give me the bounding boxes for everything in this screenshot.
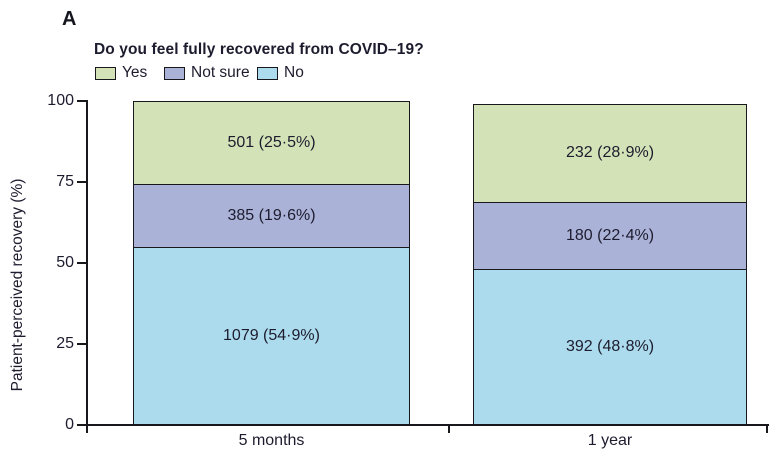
x-category-label-5-months: 5 months	[238, 432, 305, 449]
bar-segment-not-sure: 180 (22·4%)	[474, 202, 746, 271]
legend-label-not-sure: Not sure	[191, 64, 250, 81]
segment-value-label-yes: 232 (28·9%)	[565, 144, 655, 162]
legend-item-not-sure: Not sure	[164, 64, 250, 81]
x-axis-line	[86, 424, 769, 426]
y-tick-50	[77, 262, 86, 264]
legend-swatch-yes	[95, 66, 116, 80]
x-category-label-1-year: 1 year	[587, 432, 633, 449]
y-axis-line	[86, 100, 88, 433]
bar-segment-yes: 232 (28·9%)	[474, 104, 746, 203]
x-tick-1	[766, 425, 768, 433]
y-tick-25	[77, 343, 86, 345]
y-tick-75	[77, 181, 86, 183]
y-tick-label-0: 0	[65, 416, 74, 433]
legend-item-no: No	[257, 64, 304, 81]
panel-label: A	[62, 8, 77, 30]
bar-segment-yes: 501 (25·5%)	[134, 102, 409, 185]
segment-value-label-no: 1079 (54·9%)	[223, 327, 320, 345]
legend-label-yes: Yes	[122, 64, 148, 81]
bar-1-year: 232 (28·9%) 180 (22·4%) 392 (48·8%)	[473, 103, 747, 425]
y-tick-100	[77, 100, 86, 102]
segment-value-label-not-sure: 180 (22·4%)	[565, 226, 655, 244]
y-tick-0	[77, 424, 86, 426]
legend-swatch-not-sure	[164, 66, 185, 80]
bar-5-months: 501 (25·5%) 385 (19·6%) 1079 (54·9%)	[133, 101, 410, 425]
bar-segment-not-sure: 385 (19·6%)	[134, 184, 409, 249]
segment-value-label-not-sure: 385 (19·6%)	[227, 206, 316, 224]
bar-segment-no: 392 (48·8%)	[474, 270, 746, 424]
x-tick-0	[448, 425, 450, 433]
y-axis-title: Patient-perceived recovery (%)	[9, 178, 26, 392]
y-tick-label-100: 100	[47, 92, 74, 109]
segment-value-label-no: 392 (48·8%)	[565, 338, 655, 356]
y-tick-label-25: 25	[56, 335, 74, 352]
legend-item-yes: Yes	[95, 64, 148, 81]
bar-segment-no: 1079 (54·9%)	[134, 248, 409, 424]
legend-label-no: No	[284, 64, 304, 81]
legend-swatch-no	[257, 66, 278, 80]
segment-value-label-yes: 501 (25·5%)	[227, 133, 316, 151]
chart-title: Do you feel fully recovered from COVID–1…	[94, 41, 424, 58]
y-tick-label-75: 75	[56, 173, 74, 190]
y-tick-label-50: 50	[56, 254, 74, 271]
